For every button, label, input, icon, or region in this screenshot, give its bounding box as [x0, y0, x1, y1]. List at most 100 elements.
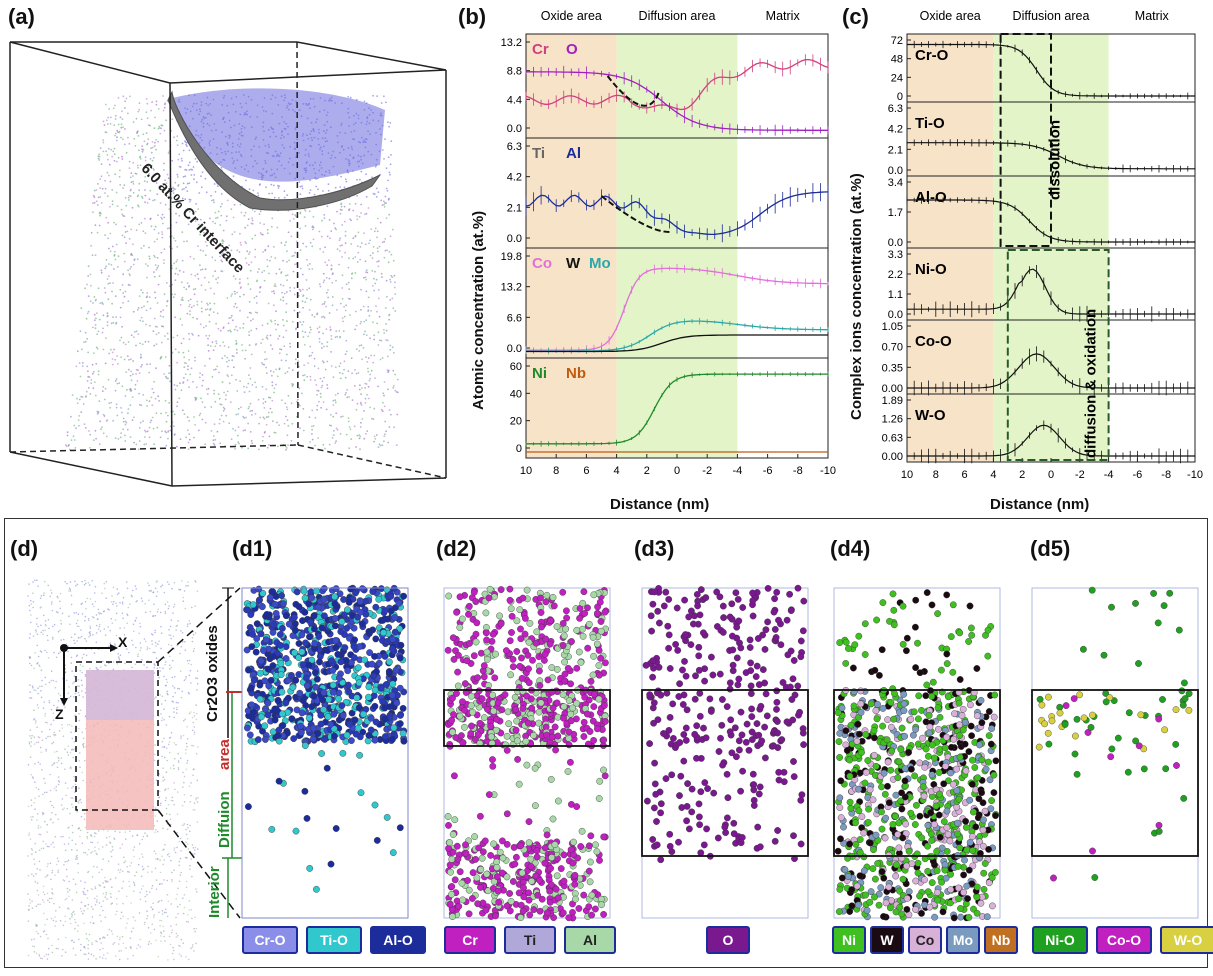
series-label: Ti	[532, 145, 545, 162]
ni-curve	[525, 371, 829, 447]
panel-label-d: (d)	[10, 536, 39, 561]
y-tick-label: 20	[510, 416, 522, 428]
x-tick-label: 2	[1019, 469, 1025, 481]
panel-b-chart: Oxide area Diffusion area Matrix 13.2 8.8 4.4…	[501, 9, 836, 477]
panel-label-b: (b)	[458, 4, 487, 29]
dashed-trend	[600, 195, 670, 233]
y-tick-label: 24	[891, 72, 903, 84]
zone-interior-label: Interior	[206, 866, 223, 918]
series-label: Ni	[532, 365, 547, 382]
x-tick-label: 4	[614, 465, 620, 477]
axis-x-label: X	[118, 634, 128, 650]
y-tick-label: 4.4	[507, 94, 522, 106]
d3-point-cloud	[641, 584, 809, 919]
y-tick-label: 0	[897, 91, 903, 103]
y-tick-label: 8.8	[507, 66, 522, 78]
x-tick-label: -8	[793, 465, 803, 477]
x-tick-label: -4	[1104, 469, 1114, 481]
zone-oxide-label: Cr2O3 oxides	[204, 625, 221, 722]
series-label: Cr	[532, 41, 549, 58]
legend-d2-al: Al	[564, 926, 616, 954]
d2-point-cloud	[443, 585, 611, 922]
d5-point-cloud	[1031, 586, 1199, 919]
panel-label-d4: (d4)	[830, 536, 871, 561]
y-tick-label: 48	[891, 54, 903, 66]
y-tick-label: 1.26	[882, 414, 903, 426]
y-tick-label: 6.6	[507, 312, 522, 324]
y-tick-label: 2.2	[888, 269, 903, 281]
panel-label-a: (a)	[8, 4, 35, 29]
y-tick-label: 19.8	[501, 251, 522, 263]
y-tick-label: 13.2	[501, 37, 522, 49]
panel-c-y-title: Complex ions concentration (at.%)	[848, 173, 865, 420]
axis-z-label: Z	[55, 706, 64, 722]
complex-ion-series	[906, 40, 1196, 100]
subplot-label: Ti-O	[915, 115, 945, 132]
y-tick-label: 72	[891, 35, 903, 47]
y-tick-label: 0.00	[882, 451, 903, 463]
x-tick-label: -2	[702, 465, 712, 477]
series-label: Nb	[566, 365, 586, 382]
y-tick-label: 60	[510, 361, 522, 373]
region-heading: Matrix	[1135, 9, 1170, 23]
y-tick-label: 0.0	[888, 309, 903, 321]
x-tick-label: -8	[1161, 469, 1171, 481]
series-label: Co	[532, 255, 552, 272]
legend-d1-ti-o: Ti-O	[306, 926, 362, 954]
legend-d4-w: W	[870, 926, 904, 954]
cr-interface-surface	[167, 90, 381, 211]
legend-d3-o: O	[706, 926, 750, 954]
legend-d2-ti: Ti	[504, 926, 556, 954]
x-tick-label: 2	[644, 465, 650, 477]
x-tick-label: 10	[520, 465, 532, 477]
complex-ion-series	[906, 420, 1196, 464]
y-tick-label: 1.05	[882, 321, 903, 333]
legend-d4-ni: Ni	[832, 926, 866, 954]
al-curve	[525, 183, 829, 243]
dissolution-box	[999, 33, 1053, 247]
legend-d4-nb: Nb	[984, 926, 1018, 954]
x-tick-label: 0	[674, 465, 680, 477]
x-tick-label: -6	[1133, 469, 1143, 481]
y-tick-label: 2.1	[507, 202, 522, 214]
subplot-label: Ni-O	[915, 261, 947, 278]
y-tick-label: 0.70	[882, 342, 903, 354]
roi-box	[75, 661, 159, 811]
legend-d4-co: Co	[908, 926, 942, 954]
x-tick-label: 8	[933, 469, 939, 481]
panel-label-d5: (d5)	[1030, 536, 1071, 561]
panel-b-y-title: Atomic concentration (at.%)	[470, 210, 487, 410]
diffusion-oxidation-annotation: diffusion & oxidation	[1083, 309, 1100, 458]
x-tick-label: 6	[962, 469, 968, 481]
y-tick-label: 0.35	[882, 362, 903, 374]
y-tick-label: 0.0	[507, 123, 522, 135]
y-tick-label: 0.0	[888, 237, 903, 249]
y-tick-label: 0.0	[507, 233, 522, 245]
co-curve	[525, 263, 829, 355]
legend-d1-al-o: Al-O	[370, 926, 426, 954]
y-tick-label: 0.63	[882, 432, 903, 444]
legend-d4-mo: Mo	[946, 926, 980, 954]
legend-d1-cr-o: Cr-O	[242, 926, 298, 954]
panel-label-d2: (d2)	[436, 536, 477, 561]
x-tick-label: 8	[553, 465, 559, 477]
o-curve	[525, 65, 829, 136]
subplot-label: Al-O	[915, 189, 947, 206]
panel-c-chart: Oxide area Diffusion area Matrix7248240Cr-…	[882, 9, 1203, 481]
region-heading: Oxide area	[541, 9, 602, 23]
y-tick-label: 3.4	[888, 177, 903, 189]
subplot-label: Co-O	[915, 333, 952, 350]
region-heading: Diffusion area	[1013, 9, 1090, 23]
dashed-trend	[606, 75, 660, 107]
x-tick-label: -10	[820, 465, 836, 477]
x-tick-label: 4	[990, 469, 996, 481]
panel-d-frame	[4, 518, 1208, 968]
complex-ion-series	[906, 264, 1196, 323]
region-heading: Matrix	[766, 9, 801, 23]
y-tick-label: 3.3	[888, 249, 903, 261]
dissolution-annotation: dissolution	[1047, 120, 1064, 200]
panel-label-d3: (d3)	[634, 536, 675, 561]
d1-point-cloud	[241, 584, 409, 919]
series-label: O	[566, 41, 578, 58]
y-tick-label: 4.2	[888, 124, 903, 136]
